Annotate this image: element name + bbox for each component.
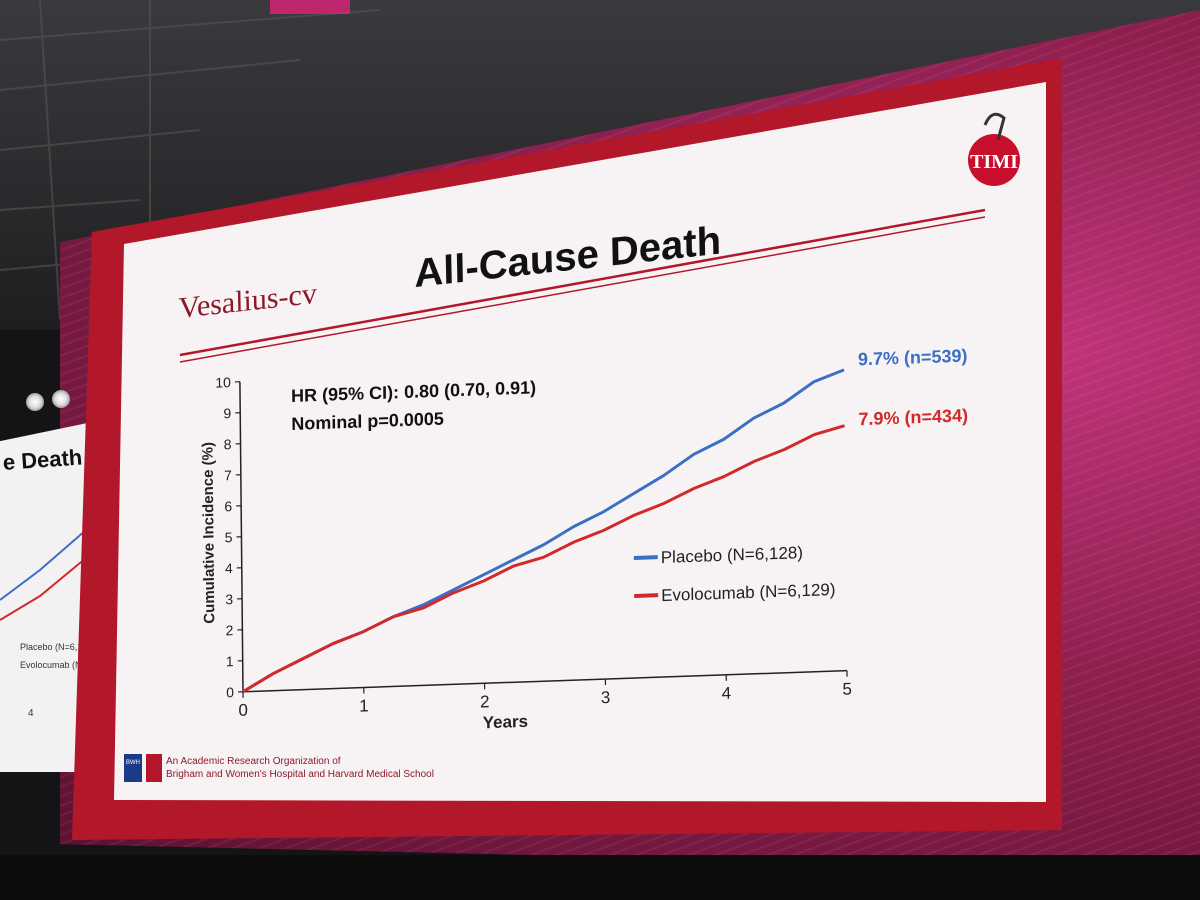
stage-light [26,393,44,411]
x-tick-label: 0 [238,701,248,720]
footer-line-1: An Academic Research Organization of [166,756,341,767]
legend-swatch [634,593,659,599]
y-tick-label: 5 [225,529,233,545]
title-rule-1 [179,208,986,357]
legend-swatch [633,555,658,561]
x-tick-label: 3 [601,688,611,707]
harvard-shield-icon [146,754,162,782]
left-screen-legend-placebo: Placebo (N=6,12 [20,642,88,652]
x-tick-label: 1 [359,696,369,715]
left-screen-evolocumab-line [0,557,87,621]
ceiling-truss [0,0,381,321]
timi-logo: TIMI [968,112,1020,186]
y-tick-label: 6 [224,498,232,514]
legend-label: Placebo (N=6,128) [661,543,803,567]
y-axis-label: Cumulative Incidence (%) [199,442,218,624]
stage-light [52,390,70,408]
bwh-badge-icon [124,754,142,782]
y-tick-label: 10 [215,374,231,391]
y-tick-label: 3 [225,591,233,607]
x-axis [242,669,848,693]
left-screen-chart [0,529,87,621]
y-tick-label: 1 [226,653,234,669]
y-tick-label: 9 [223,405,231,421]
placebo-end-label: 9.7% (n=539) [858,346,968,370]
chart-area: 0 1 2 3 4 5 6 7 8 9 10 0 1 2 3 4 5 9.7% (n=539) 7.9% (n=… [199,346,968,733]
y-tick-label: 2 [226,622,234,638]
y-tick-label: 4 [225,560,233,576]
footer: BWH An Academic Research Organization of… [124,754,434,782]
y-tick-label: 0 [226,684,234,700]
x-tick-label: 5 [842,679,852,698]
x-tick-label: 2 [480,692,490,711]
svg-text:TIMI: TIMI [970,151,1018,173]
y-tick-label: 8 [224,436,232,452]
x-axis-label: Years [483,712,529,733]
svg-text:BWH: BWH [126,760,140,766]
left-screen-tick: 4 [28,708,34,719]
slide-panel [114,82,1046,802]
footer-line-2: Brigham and Women's Hospital and Harvard… [166,769,434,780]
left-screen-placebo-line [0,529,87,601]
left-screen-legend-evolocumab: Evolocumab (N= [20,660,87,670]
evolocumab-series-line [242,424,845,694]
x-tick-label: 4 [722,684,732,703]
evolocumab-end-label: 7.9% (n=434) [858,405,968,429]
stage-floor [0,855,1200,900]
y-tick-label: 7 [224,467,232,483]
title-rule-2 [179,216,986,363]
